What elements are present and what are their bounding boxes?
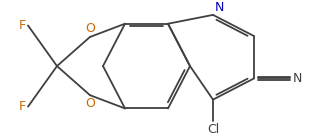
Text: Cl: Cl bbox=[207, 123, 219, 136]
Text: N: N bbox=[215, 1, 225, 14]
Text: N: N bbox=[293, 72, 302, 85]
Text: F: F bbox=[19, 100, 26, 113]
Text: O: O bbox=[85, 22, 95, 35]
Text: O: O bbox=[85, 97, 95, 110]
Text: F: F bbox=[19, 19, 26, 32]
